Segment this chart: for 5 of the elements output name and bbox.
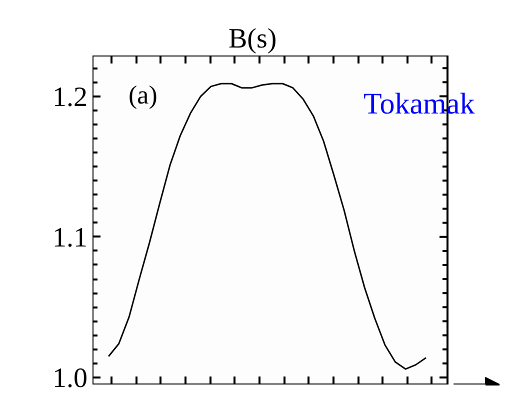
y-tick-label: 1.0 xyxy=(52,362,88,394)
chart-title: B(s) xyxy=(228,24,277,54)
y-tick-label: 1.2 xyxy=(52,82,88,113)
y-tick-label: 1.1 xyxy=(52,222,88,254)
annotation: (a) xyxy=(128,80,158,110)
